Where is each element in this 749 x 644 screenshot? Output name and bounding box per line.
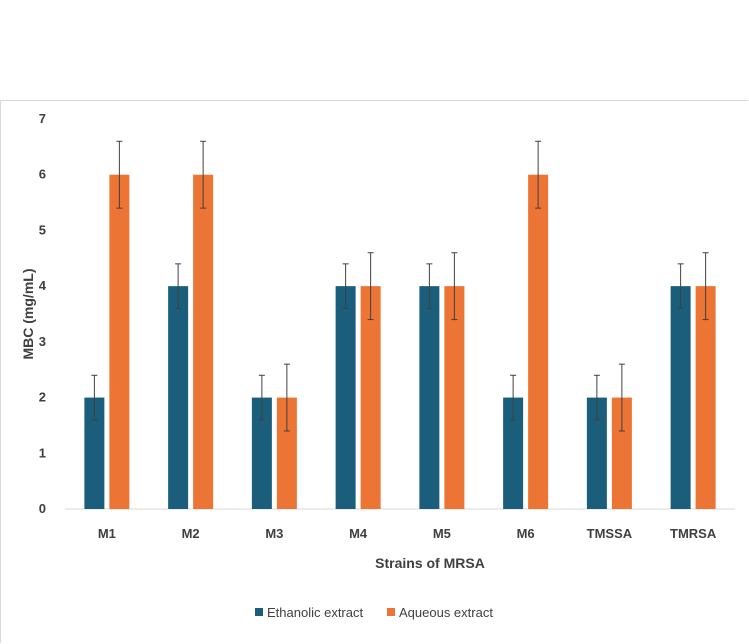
bar-ethanolic-m5	[419, 286, 440, 509]
legend-label: Ethanolic extract	[267, 605, 363, 620]
bar-ethanolic-tmrsa	[670, 286, 691, 509]
y-tick-label: 4	[39, 278, 47, 293]
error-bar	[258, 374, 265, 421]
y-tick-label: 2	[39, 390, 46, 405]
error-bar	[283, 363, 290, 432]
x-tick-label: M3	[265, 526, 283, 541]
y-tick-label: 5	[39, 222, 46, 237]
x-tick-label: M4	[349, 526, 368, 541]
legend-swatch	[387, 608, 395, 616]
bar-ethanolic-m1	[84, 397, 105, 509]
bars-group	[84, 140, 716, 509]
error-bar	[175, 263, 182, 309]
y-axis-ticks: 0 1 2 3 4 5 6 7	[39, 111, 47, 516]
legend: Ethanolic extract Aqueous extract	[255, 605, 493, 620]
error-bar	[116, 140, 123, 209]
y-tick-label: 0	[39, 501, 46, 516]
legend-label: Aqueous extract	[399, 605, 493, 620]
x-axis-ticks: M1 M2 M3 M4 M5 M6 TMSSA TMRSA	[98, 526, 717, 541]
y-axis-title: MBC (mg/mL)	[20, 269, 36, 360]
error-bar	[535, 140, 542, 209]
x-tick-label: TMSSA	[587, 526, 633, 541]
error-bar	[91, 374, 98, 421]
x-tick-label: M6	[517, 526, 535, 541]
bar-aqueous-m4	[360, 286, 381, 509]
bar-aqueous-m2	[193, 174, 214, 509]
y-tick-label: 3	[39, 334, 46, 349]
x-axis-title: Strains of MRSA	[375, 555, 485, 571]
error-bar	[702, 252, 709, 321]
chart-area	[0, 100, 748, 643]
bar-aqueous-tmssa	[611, 397, 632, 509]
bar-ethanolic-m3	[251, 397, 272, 509]
x-tick-label: M1	[98, 526, 116, 541]
error-bar	[426, 263, 433, 309]
error-bar	[451, 252, 458, 321]
bar-ethanolic-m2	[168, 286, 189, 509]
bar-ethanolic-m6	[503, 397, 524, 509]
x-tick-label: TMRSA	[670, 526, 717, 541]
bar-aqueous-m3	[276, 397, 297, 509]
legend-item-aqueous: Aqueous extract	[387, 605, 493, 620]
y-tick-label: 6	[39, 167, 46, 182]
error-bar	[593, 374, 600, 421]
legend-item-ethanolic: Ethanolic extract	[255, 605, 363, 620]
bar-ethanolic-tmssa	[586, 397, 607, 509]
error-bar	[510, 374, 517, 421]
bar-aqueous-m6	[528, 174, 549, 509]
error-bar	[200, 140, 207, 209]
error-bar	[677, 263, 684, 309]
legend-swatch	[255, 608, 263, 616]
error-bar	[367, 252, 374, 321]
error-bar	[618, 363, 625, 432]
y-tick-label: 7	[39, 111, 46, 126]
y-tick-label: 1	[39, 445, 46, 460]
x-tick-label: M5	[433, 526, 451, 541]
bar-ethanolic-m4	[335, 286, 356, 509]
bar-aqueous-tmrsa	[695, 286, 716, 509]
x-tick-label: M2	[182, 526, 200, 541]
bar-aqueous-m5	[444, 286, 465, 509]
error-bar	[342, 263, 349, 309]
bar-aqueous-m1	[109, 174, 130, 509]
